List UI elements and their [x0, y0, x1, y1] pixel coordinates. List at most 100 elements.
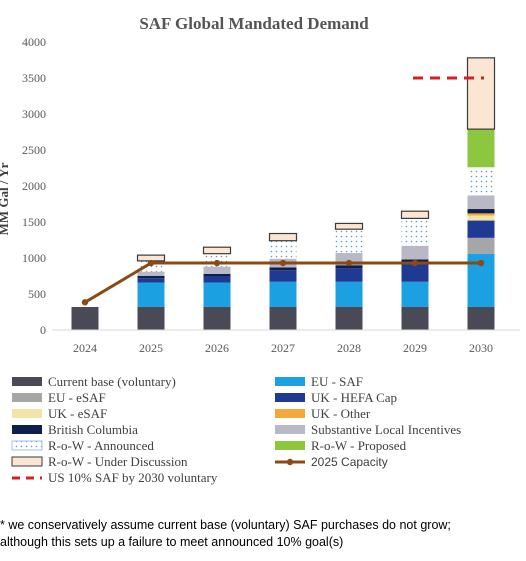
legend-item-r-o-w-proposed: R-o-W - Proposed — [275, 438, 407, 453]
legend-swatch-uk-esaf — [12, 409, 42, 418]
line-point-2025-capacity-2025 — [147, 259, 155, 267]
legend-label-substantive-local-incentives: Substantive Local Incentives — [311, 422, 461, 437]
legend-label-uk-other: UK - Other — [311, 406, 371, 421]
bar-segment-substantive-local-incentives-2029 — [401, 245, 429, 260]
legend-label-r-o-w-announced: R-o-W - Announced — [48, 438, 154, 453]
chart-title: SAF Global Mandated Demand — [139, 14, 369, 33]
legend-label-uk-esaf: UK - eSAF — [48, 406, 107, 421]
legend-swatch-uk-hefa-cap — [275, 393, 305, 402]
bar-segment-uk-hefa-cap-2027 — [269, 270, 297, 282]
legend-label-r-o-w-proposed: R-o-W - Proposed — [311, 438, 407, 453]
line-point-2025-capacity-2026 — [213, 259, 221, 267]
x-tick-label-2028: 2028 — [337, 341, 361, 355]
legend-item-uk-esaf: UK - eSAF — [12, 406, 107, 421]
bar-segment-british-columbia-2026 — [203, 273, 231, 276]
x-tick-label-2027: 2027 — [271, 341, 295, 355]
bar-segment-uk-hefa-cap-2028 — [335, 268, 363, 282]
legend-item-r-o-w-announced: R-o-W - Announced — [11, 438, 154, 453]
x-tick-label-2029: 2029 — [403, 341, 427, 355]
legend-label-eu-saf: EU - SAF — [311, 374, 363, 389]
bar-segment-uk-hefa-cap-2030 — [467, 220, 495, 238]
bar-segment-current-base-voluntary-2027 — [269, 306, 297, 330]
legend-item-r-o-w-under-discussion: R-o-W - Under Discussion — [11, 454, 188, 469]
bar-segment-r-o-w-announced-2027 — [269, 240, 297, 259]
bar-segment-uk-hefa-cap-2026 — [203, 276, 231, 283]
bar-segment-british-columbia-2025 — [137, 276, 165, 279]
legend-item-british-columbia: British Columbia — [12, 422, 138, 437]
bar-segment-current-base-voluntary-2029 — [401, 306, 429, 330]
legend-swatch-eu-saf — [275, 377, 305, 386]
legend: Current base (voluntary) EU - SAF EU - eSA… — [11, 374, 461, 485]
legend-swatch-current-base-voluntary — [12, 377, 42, 386]
bar-segment-uk-hefa-cap-2029 — [401, 263, 429, 282]
line-point-2025-capacity-2029 — [411, 259, 419, 267]
legend-label-r-o-w-under-discussion: R-o-W - Under Discussion — [48, 454, 188, 469]
bar-segment-eu-saf-2027 — [269, 281, 297, 307]
bar-segment-substantive-local-incentives-2030 — [467, 195, 495, 210]
legend-swatch-r-o-w-proposed — [275, 441, 305, 450]
bar-segment-current-base-voluntary-2024 — [71, 306, 99, 330]
bar-segment-r-o-w-announced-2028 — [335, 229, 363, 253]
line-point-2025-capacity-2028 — [345, 259, 353, 267]
legend-item-eu-saf: EU - SAF — [275, 374, 363, 389]
legend-item-substantive-local-incentives: Substantive Local Incentives — [275, 422, 461, 437]
legend-swatch-british-columbia — [12, 425, 42, 434]
legend-item-uk-other: UK - Other — [275, 406, 371, 421]
y-tick-label-2500: 2500 — [22, 143, 46, 157]
legend-label-us-10-saf-by-2030-voluntary: US 10% SAF by 2030 voluntary — [48, 470, 218, 485]
bar-segment-british-columbia-2030 — [467, 209, 495, 214]
bar-segment-r-o-w-under-discussion-2027 — [268, 232, 298, 242]
x-tick-label-2025: 2025 — [139, 341, 163, 355]
y-tick-label-3500: 3500 — [22, 71, 46, 85]
legend-marker-2025-capacity — [286, 458, 294, 466]
legend-label-uk-hefa-cap: UK - HEFA Cap — [311, 390, 397, 405]
bar-segment-r-o-w-announced-2029 — [401, 218, 429, 246]
bar-segment-eu-saf-2025 — [137, 282, 165, 307]
bar-segment-r-o-w-announced-2025 — [137, 260, 165, 272]
legend-label-eu-esaf: EU - eSAF — [48, 390, 106, 405]
y-tick-label-2000: 2000 — [22, 179, 46, 193]
bar-segment-r-o-w-announced-2030 — [467, 167, 495, 196]
y-axis-label: MM Gal / Yr — [0, 162, 11, 235]
bar-segment-r-o-w-proposed-2030 — [467, 129, 495, 168]
legend-item-eu-esaf: EU - eSAF — [12, 390, 106, 405]
y-tick-label-4000: 4000 — [22, 35, 46, 49]
footnote-line-2: although this sets up a failure to meet … — [0, 535, 344, 549]
footnote: * we conservatively assume current base … — [0, 517, 526, 551]
x-tick-label-2030: 2030 — [469, 341, 493, 355]
legend-label-british-columbia: British Columbia — [48, 422, 138, 437]
bar-segment-current-base-voluntary-2030 — [467, 306, 495, 330]
legend-label-2025-capacity: 2025 Capacity — [311, 455, 388, 469]
line-point-2025-capacity-2024 — [81, 299, 89, 306]
bar-segment-current-base-voluntary-2026 — [203, 306, 231, 330]
line-point-2025-capacity-2027 — [279, 259, 287, 267]
x-tick-label-2024: 2024 — [73, 341, 97, 355]
bar-segment-uk-other-2030 — [467, 213, 495, 216]
y-axis-ticks: 0 500 1000 1500 2000 2500 3000 3500 4000 — [22, 35, 46, 337]
bar-stacks — [71, 57, 496, 330]
y-tick-label-1500: 1500 — [22, 215, 46, 229]
legend-item-us-10-saf-by-2030-voluntary: US 10% SAF by 2030 voluntary — [12, 470, 218, 485]
y-tick-label-1000: 1000 — [22, 251, 46, 265]
legend-swatch-eu-esaf — [12, 393, 42, 402]
bar-segment-eu-saf-2026 — [203, 282, 231, 307]
bar-segment-current-base-voluntary-2025 — [137, 306, 165, 330]
bar-segment-r-o-w-under-discussion-2028 — [334, 222, 364, 230]
y-tick-label-500: 500 — [28, 287, 46, 301]
y-tick-label-0: 0 — [40, 323, 46, 337]
footnote-line-1: * we conservatively assume current base … — [0, 518, 451, 532]
bar-segment-british-columbia-2027 — [269, 267, 297, 271]
bar-segment-eu-saf-2029 — [401, 281, 429, 307]
bar-segment-r-o-w-under-discussion-2026 — [202, 246, 232, 255]
x-axis-ticks: 2024 2025 2026 2027 2028 2029 2030 — [73, 341, 493, 355]
bar-segment-substantive-local-incentives-2026 — [203, 266, 231, 274]
bar-segment-substantive-local-incentives-2025 — [137, 271, 165, 276]
legend-swatch-uk-other — [275, 409, 305, 418]
legend-item-uk-hefa-cap: UK - HEFA Cap — [275, 390, 397, 405]
bar-segment-eu-saf-2028 — [335, 281, 363, 307]
bar-segment-r-o-w-under-discussion-2029 — [400, 210, 430, 219]
bar-segment-uk-hefa-cap-2025 — [137, 278, 165, 283]
bar-segment-r-o-w-under-discussion-2030 — [466, 57, 496, 130]
line-point-2025-capacity-2030 — [477, 259, 485, 267]
